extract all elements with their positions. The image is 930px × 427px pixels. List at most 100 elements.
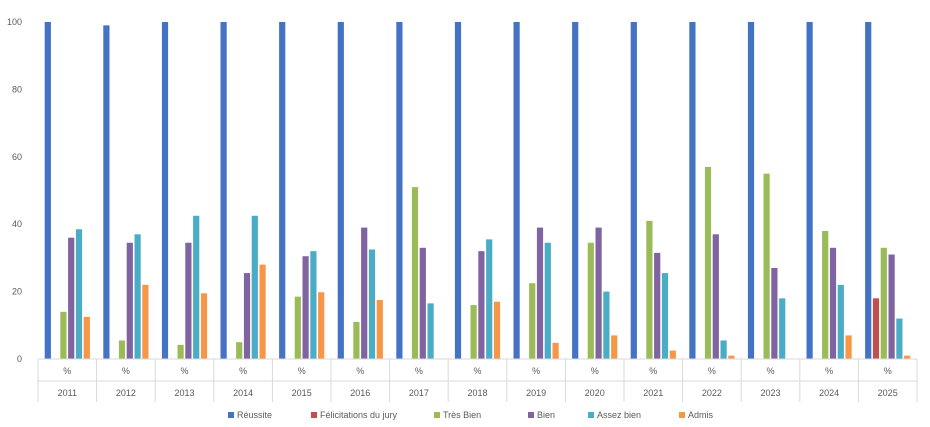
x-axis: % 2011% 2012% 2013% 2014% 2015% 2016% 2017% 2018… (37, 358, 918, 402)
bar (376, 300, 383, 359)
bar (419, 247, 426, 359)
legend-label: Assez bien (597, 410, 641, 420)
category-sublabel: % (591, 366, 599, 376)
bar (806, 22, 813, 359)
legend-label: Admis (688, 410, 714, 420)
bar (75, 229, 83, 359)
bar (822, 230, 829, 359)
bar (236, 342, 243, 359)
legend-swatch (228, 412, 234, 418)
category-label: 2013 (174, 388, 194, 398)
category-sublabel: % (239, 366, 247, 376)
legend-swatch (311, 412, 317, 418)
bar (845, 335, 852, 359)
bar (454, 22, 462, 359)
bar (595, 227, 602, 359)
category-label: 2023 (760, 388, 780, 398)
bar (513, 22, 520, 359)
bar (865, 22, 872, 359)
category-label: 2019 (526, 388, 546, 398)
bar (161, 22, 169, 359)
category-label: 2025 (878, 388, 898, 398)
bar (279, 22, 286, 359)
category-label: 2022 (702, 388, 722, 398)
bar (103, 25, 110, 360)
category-sublabel: % (63, 366, 71, 376)
category-label: 2012 (116, 388, 136, 398)
y-tick-label: 80 (12, 84, 22, 94)
y-tick-label: 0 (17, 354, 22, 364)
bar (259, 264, 266, 359)
category-sublabel: % (884, 366, 892, 376)
bar (872, 298, 880, 359)
legend-label: Bien (537, 410, 555, 420)
bar (611, 335, 618, 359)
legend-label: Très Bien (443, 410, 481, 420)
bar (880, 247, 887, 359)
y-tick-label: 100 (7, 17, 22, 27)
bar (60, 311, 67, 359)
bar (689, 22, 696, 359)
bar (603, 291, 610, 359)
bar (185, 242, 192, 359)
bar (728, 355, 735, 359)
bar (888, 254, 895, 359)
bar (361, 227, 368, 359)
bar (837, 284, 844, 359)
category-sublabel: % (298, 366, 306, 376)
bar (193, 215, 200, 359)
bar (763, 173, 770, 359)
legend-label: Félicitations du jury (320, 410, 398, 420)
category-label: 2024 (819, 388, 839, 398)
bar (747, 22, 755, 359)
category-label: 2015 (292, 388, 312, 398)
category-label: 2011 (58, 388, 77, 398)
legend-label: Réussite (237, 410, 272, 420)
bar (904, 355, 911, 359)
bar (669, 350, 676, 359)
category-sublabel: % (473, 366, 481, 376)
bar (470, 305, 477, 359)
bar (536, 227, 544, 359)
bar (294, 296, 301, 359)
bar (771, 268, 778, 359)
legend: Réussite Félicitations du jury Très Bien Bi… (228, 410, 714, 420)
bar (712, 234, 719, 359)
bar (310, 251, 317, 359)
bar (243, 273, 251, 359)
bar (142, 284, 149, 359)
bar (337, 22, 344, 359)
category-label: 2016 (350, 388, 370, 398)
legend-swatch (679, 412, 685, 418)
category-label: 2018 (467, 388, 487, 398)
bar (572, 22, 579, 359)
bar (587, 242, 594, 359)
bar (704, 166, 712, 359)
bar (478, 251, 485, 359)
y-tick-label: 60 (12, 152, 22, 162)
bar (720, 340, 727, 359)
bar (68, 237, 75, 359)
y-tick-label: 40 (12, 219, 22, 229)
bar (126, 242, 133, 359)
bar (396, 22, 403, 359)
bar (646, 220, 653, 359)
legend-swatch (528, 412, 534, 418)
bar (654, 252, 661, 359)
y-tick-label: 20 (12, 287, 22, 297)
category-label: 2017 (409, 388, 429, 398)
category-label: 2020 (585, 388, 605, 398)
bar (427, 303, 434, 359)
category-sublabel: % (122, 366, 130, 376)
category-sublabel: % (708, 366, 716, 376)
bar (552, 342, 559, 359)
legend-swatch (434, 412, 440, 418)
bar (318, 292, 325, 359)
category-sublabel: % (356, 366, 364, 376)
bar (493, 301, 501, 359)
y-axis: 0 20 40 60 80 100 (7, 17, 22, 364)
bar (200, 293, 208, 359)
bar (83, 316, 90, 359)
